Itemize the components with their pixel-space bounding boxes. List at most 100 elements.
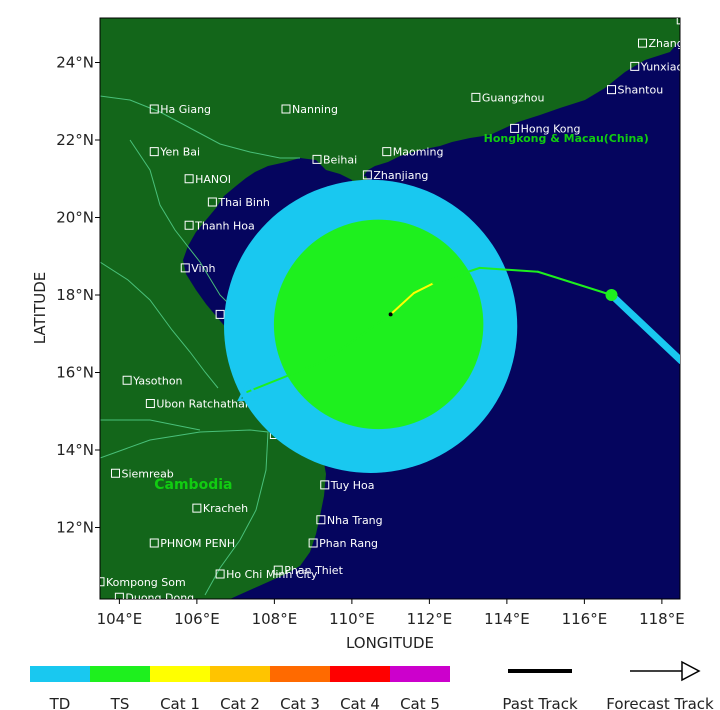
city-label-hanoi: HANOI (195, 173, 231, 186)
forecast-segment-ts-landfall (246, 359, 326, 393)
past-track-label: Past Track (502, 695, 578, 710)
region-label-hongkong-macau-china: Hongkong & Macau(China) (484, 132, 649, 145)
x-axis-title: LONGITUDE (346, 634, 434, 652)
x-tick-label: 118°E (639, 610, 685, 628)
city-marker-nanning (281, 104, 291, 114)
legend-swatch-cat1 (150, 666, 210, 682)
x-axis-ticks: 104°E 106°E 108°E 110°E 112°E 114°E 116°E 118°E (97, 599, 685, 628)
city-marker-thanh-hoa (184, 220, 194, 230)
legend-swatch-cat3 (270, 666, 330, 682)
legend-swatch-cat4 (330, 666, 390, 682)
city-label-kompong-som: Kompong Som (106, 576, 186, 589)
x-tick-label: 114°E (484, 610, 530, 628)
city-marker-maoming (382, 147, 392, 157)
region-label-cambodia: Cambodia (154, 477, 232, 493)
city-marker-dong-hoi (215, 309, 225, 319)
forecast-segment-ts-east-2 (432, 266, 481, 285)
city-label-nanning: Nanning (292, 103, 338, 116)
city-marker-yasothon (122, 375, 132, 385)
land-mainland (100, 18, 680, 599)
city-marker-thai-binh (207, 197, 217, 207)
city-label-yen-bai: Yen Bai (159, 146, 200, 159)
city-marker-tuy-hoa (320, 480, 330, 490)
city-label-ha-giang: Ha Giang (160, 103, 211, 116)
city-label-vinh: Vinh (191, 262, 215, 275)
city-marker-nha-trang (316, 515, 326, 525)
y-tick-label: 16°N (56, 364, 94, 382)
ts-wind-radius (273, 219, 484, 430)
past-track-segment-td (608, 291, 680, 365)
city-label-yasothon: Yasothon (132, 374, 182, 387)
city-marker-phnom-penh (149, 538, 159, 548)
china-vietnam-border (100, 95, 300, 159)
city-label-phan-rang: Phan Rang (319, 537, 378, 550)
city-label-maoming: Maoming (393, 146, 444, 159)
city-label-thanh-hoa: Thanh Hoa (194, 219, 255, 232)
forecast-segment-ts-east-4 (536, 270, 613, 296)
thailand-cambodia-border (100, 419, 201, 431)
city-label-ubon-ratchathani: Ubon Ratchathani (156, 398, 255, 411)
forecast-track-legend: Forecast Track (606, 660, 714, 710)
x-tick-label: 106°E (174, 610, 220, 628)
storm-layer (224, 179, 680, 473)
forecast-segment-cat1-b (412, 282, 435, 295)
city-marker-ha-giang (149, 104, 159, 114)
y-tick-label: 24°N (56, 54, 94, 72)
legend-label-ts: TS (110, 695, 130, 710)
forecast-arrow-icon (681, 660, 701, 682)
x-tick-label: 108°E (252, 610, 298, 628)
city-label-ho-chi-minh-city: Ho Chi Minh City (226, 568, 318, 581)
intensity-legend: TD TS Cat 1 Cat 2 Cat 3 Cat 4 Cat 5 (30, 666, 450, 710)
city-marker-hanoi (184, 174, 194, 184)
city-marker-yen-bai (149, 147, 159, 157)
city-marker-ubon-ratchathani (145, 399, 155, 408)
legend-label-cat1: Cat 1 (160, 695, 200, 710)
city-label-siemreab: Siemreab (122, 467, 174, 480)
city-marker-quanzhou (676, 18, 680, 25)
legend-swatch-td (30, 666, 90, 682)
city-label-zhangzhou: Zhangzhou (649, 37, 711, 50)
city-marker-vinh (180, 263, 190, 273)
city-label-duong-dong: Duong Dong (125, 591, 194, 604)
city-label-tuy-hoa: Tuy Hoa (330, 479, 375, 492)
legend-swatch-ts (90, 666, 150, 682)
city-marker-yunxiao (630, 61, 640, 71)
legend-label-cat3: Cat 3 (280, 695, 320, 710)
city-label-shantou: Shantou (618, 84, 664, 97)
legend-label-td: TD (49, 695, 71, 710)
city-label-kracheh: Kracheh (203, 502, 248, 515)
city-marker-phan-rang (308, 538, 318, 548)
storm-center-marker (388, 312, 393, 317)
y-axis-title: LATITUDE (31, 272, 49, 345)
city-label-guangzhou: Guangzhou (482, 91, 545, 104)
city-marker-kompong-som (100, 577, 105, 587)
forecast-segment-ts-west (323, 313, 392, 362)
x-tick-label: 112°E (407, 610, 453, 628)
city-marker-duong-dong (114, 592, 124, 599)
cambodia-border (100, 429, 269, 596)
city-marker-kracheh (192, 503, 202, 513)
city-marker-hong-kong (510, 123, 520, 133)
forecast-segment-cat1 (389, 292, 415, 316)
city-marker-zhangzhou (638, 38, 647, 48)
y-tick-label: 14°N (56, 441, 94, 459)
legend-label-cat5: Cat 5 (400, 695, 440, 710)
city-label-yunxiao: Yunxiao (640, 60, 684, 73)
y-tick-label: 18°N (56, 286, 94, 304)
x-tick-label: 116°E (562, 610, 608, 628)
forecast-end-triangle-icon (237, 379, 260, 402)
past-track-legend: Past Track (502, 669, 578, 710)
city-label-phan-thiet: Phan Thiet (284, 564, 343, 577)
y-tick-label: 12°N (56, 519, 94, 537)
city-marker-shantou (607, 85, 616, 95)
legend-swatch-cat2 (210, 666, 270, 682)
thailand-laos-border (100, 261, 219, 389)
legend-label-cat2: Cat 2 (220, 695, 260, 710)
city-label-hong-kong: Hong Kong (521, 122, 581, 135)
city-label-quanzhou: Quanzhou (687, 14, 720, 27)
city-label-zhanjiang: Zhanjiang (373, 169, 428, 182)
city-marker-ho-chi-minh-city (215, 569, 225, 579)
city-label-beihai: Beihai (323, 153, 357, 166)
city-label-nha-trang: Nha Trang (327, 514, 383, 527)
